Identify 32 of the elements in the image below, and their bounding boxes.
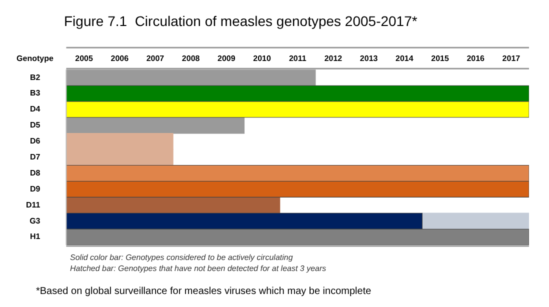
- x-tick-label: 2008: [182, 54, 200, 64]
- y-tick-label: H1: [30, 232, 41, 242]
- y-axis-title: Genotype: [16, 54, 54, 63]
- x-tick-label: 2005: [75, 54, 94, 64]
- text: Hatched bar: Genotypes that have not been detected for at least 3 years: [70, 264, 326, 273]
- x-tick-label: 2006: [110, 54, 130, 64]
- x-tick-label: 2010: [253, 54, 272, 64]
- bar: [422, 212, 529, 230]
- y-tick-label: B2: [30, 72, 41, 82]
- y-tick-label: G3: [30, 216, 41, 226]
- y-tick-label: B3: [30, 88, 41, 98]
- text: *Based on global surveillance for measles viruses which may be incomplete: [36, 286, 372, 297]
- x-tick-label: 2016: [466, 54, 486, 64]
- y-tick-label: D7: [30, 152, 41, 162]
- x-tick-label: 2014: [396, 54, 414, 64]
- x-tick-label: 2013: [360, 54, 378, 64]
- y-tick-label: D5: [30, 120, 41, 130]
- bar: [66, 196, 280, 214]
- x-tick-label: 2017: [502, 54, 521, 64]
- x-tick-label: 2009: [218, 54, 236, 64]
- x-tick-label: 2011: [288, 54, 307, 64]
- y-tick-label: D9: [30, 184, 41, 194]
- y-tick-label: D11: [26, 200, 41, 210]
- y-tick-label: D8: [30, 168, 41, 178]
- y-tick-label: D4: [30, 104, 41, 114]
- bar: [66, 117, 245, 134]
- chart-title: Figure 7.1 Circulation of measles genotypes 2005-2017*: [64, 13, 418, 29]
- x-tick-label: 2015: [431, 54, 450, 64]
- text: Solid color bar: Genotypes considered to be actively circulating: [70, 253, 294, 262]
- y-tick-label: D6: [30, 136, 41, 146]
- x-tick-label: 2012: [324, 54, 343, 64]
- x-tick-label: 2007: [146, 54, 165, 64]
